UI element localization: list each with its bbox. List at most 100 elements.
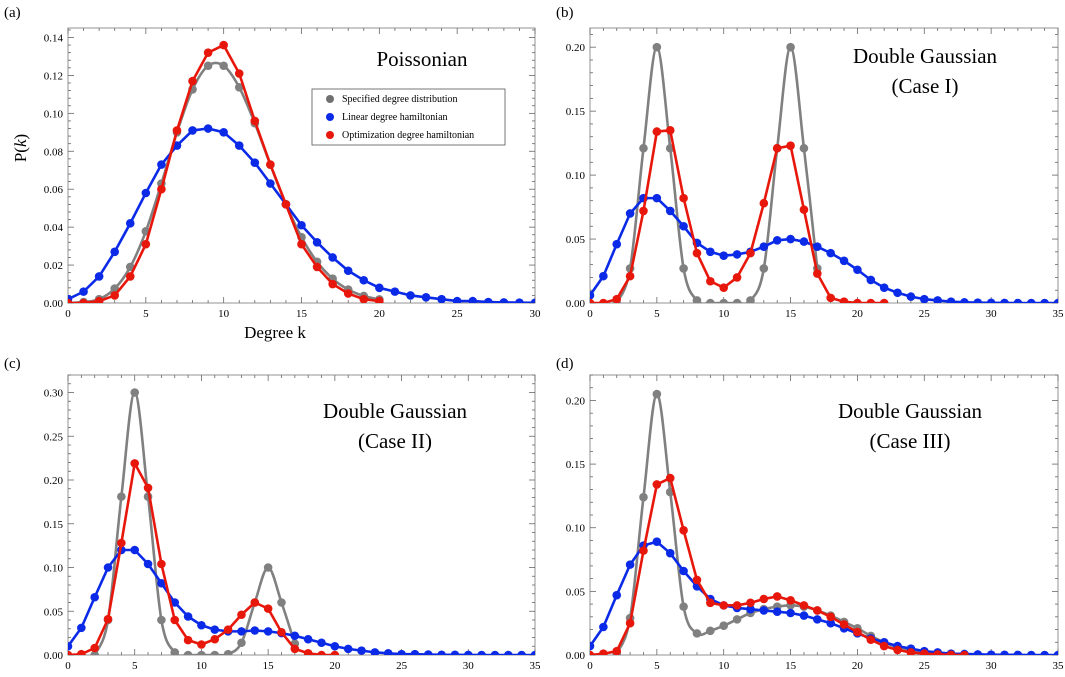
data-point xyxy=(813,269,822,278)
data-point xyxy=(599,271,608,281)
data-point xyxy=(772,607,782,617)
data-point xyxy=(90,643,99,653)
data-point xyxy=(679,602,688,611)
data-point xyxy=(1026,650,1036,655)
data-point xyxy=(281,200,291,209)
data-point xyxy=(706,298,715,303)
data-point xyxy=(813,606,822,615)
legend-label-specified: Specified degree distribution xyxy=(342,94,458,105)
data-point xyxy=(130,459,140,468)
data-point xyxy=(312,262,322,272)
x-tick-label: 20 xyxy=(374,308,386,320)
data-point xyxy=(263,604,273,613)
legend-marker-linear xyxy=(326,113,334,121)
x-tick-label: 30 xyxy=(986,308,998,320)
data-point xyxy=(157,578,166,588)
x-tick-label: 15 xyxy=(785,660,797,672)
data-point xyxy=(143,483,153,493)
data-point xyxy=(223,625,233,634)
panel-label: (c) xyxy=(4,356,21,372)
series-linear xyxy=(590,193,1058,303)
data-point xyxy=(90,592,99,602)
data-point xyxy=(866,275,876,285)
data-point xyxy=(679,525,688,535)
data-point xyxy=(237,627,246,636)
data-point xyxy=(960,650,969,655)
data-point xyxy=(853,265,862,275)
data-point xyxy=(826,618,835,628)
data-point xyxy=(919,294,929,303)
data-point xyxy=(357,646,366,655)
data-point xyxy=(652,389,662,399)
legend-marker-optimization xyxy=(326,131,334,139)
panel-label: (d) xyxy=(556,356,574,372)
data-point xyxy=(625,271,635,281)
y-tick-label: 0.00 xyxy=(566,298,586,310)
series-linear xyxy=(68,124,535,303)
data-point xyxy=(277,598,286,607)
data-point xyxy=(719,283,729,292)
data-point xyxy=(266,179,275,188)
data-point xyxy=(786,141,795,150)
data-point xyxy=(234,141,244,150)
data-point xyxy=(612,646,622,655)
y-tick-label: 0.15 xyxy=(566,106,586,118)
data-point xyxy=(839,256,849,266)
data-point xyxy=(639,143,648,153)
data-point xyxy=(143,559,153,569)
data-point xyxy=(77,623,86,633)
panel-title: (Case III) xyxy=(869,429,950,453)
data-point xyxy=(786,234,795,244)
data-point xyxy=(463,650,473,655)
series-optimization xyxy=(590,126,889,303)
data-point xyxy=(679,193,688,203)
x-tick-label: 5 xyxy=(143,308,149,320)
data-point xyxy=(90,650,99,655)
data-point xyxy=(665,206,675,216)
data-point xyxy=(986,650,996,655)
x-tick-label: 0 xyxy=(587,308,593,320)
x-tick-label: 35 xyxy=(1053,660,1065,672)
x-tick-label: 25 xyxy=(919,308,931,320)
data-point xyxy=(893,288,902,298)
series-line xyxy=(68,548,535,655)
data-point xyxy=(330,650,340,655)
data-point xyxy=(732,250,742,259)
data-point xyxy=(110,247,119,257)
data-point xyxy=(484,297,493,303)
data-point xyxy=(933,296,942,303)
y-tick-label: 0.10 xyxy=(44,563,64,575)
data-point xyxy=(237,638,246,648)
y-tick-label: 0.06 xyxy=(44,184,64,196)
series-optimization xyxy=(590,473,969,655)
data-point xyxy=(706,276,715,286)
data-point xyxy=(1000,650,1009,655)
data-point xyxy=(599,649,608,655)
data-point xyxy=(450,650,460,655)
data-point xyxy=(612,294,622,303)
y-tick-label: 0.05 xyxy=(566,586,586,598)
x-tick-label: 35 xyxy=(530,660,542,672)
data-point xyxy=(590,291,595,300)
data-point xyxy=(625,618,635,628)
data-point xyxy=(297,239,306,249)
data-point xyxy=(477,650,486,655)
y-tick-label: 0.30 xyxy=(44,388,64,400)
data-point xyxy=(799,611,809,620)
data-point xyxy=(219,40,228,50)
data-point xyxy=(826,248,835,258)
data-point xyxy=(343,289,353,298)
data-point xyxy=(1013,650,1023,655)
data-point xyxy=(263,627,273,636)
data-point xyxy=(786,42,795,52)
data-point xyxy=(170,648,180,655)
data-point xyxy=(250,158,260,167)
data-point xyxy=(197,650,206,655)
y-tick-label: 0.25 xyxy=(44,431,64,443)
legend: Specified degree distribution Linear deg… xyxy=(311,88,506,146)
x-tick-label: 15 xyxy=(263,660,275,672)
data-point xyxy=(117,538,126,548)
data-point xyxy=(125,219,135,228)
data-point xyxy=(973,298,983,303)
data-point xyxy=(130,545,140,555)
